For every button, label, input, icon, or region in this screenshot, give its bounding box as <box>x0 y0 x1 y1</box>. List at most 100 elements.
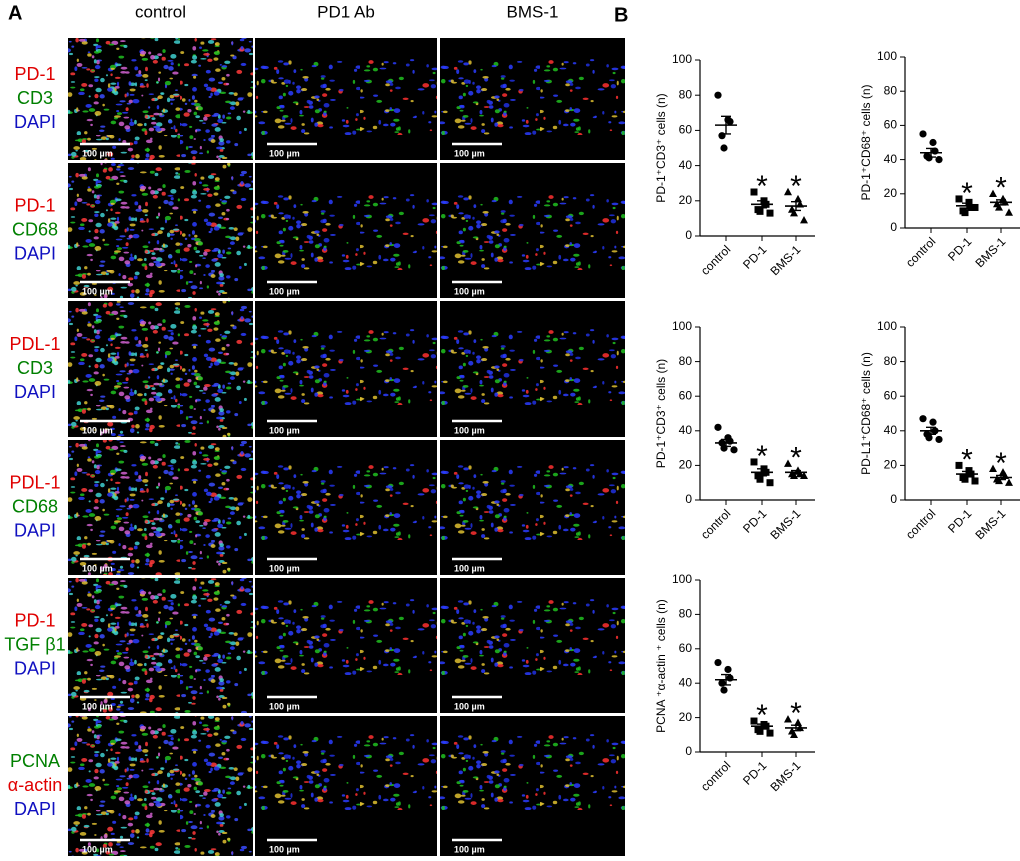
y-tick-label: 0 <box>890 492 897 506</box>
y-axis-label: PD-1⁺CD68⁺ cells (n) <box>859 84 873 200</box>
micrograph <box>255 163 437 298</box>
data-point <box>750 717 758 725</box>
y-tick-label: 100 <box>877 49 897 63</box>
error-bar <box>926 147 936 158</box>
data-point <box>756 475 764 483</box>
data-point <box>790 730 798 738</box>
y-tick-label: 20 <box>679 710 693 724</box>
stain-label: TGF β1 <box>4 634 65 654</box>
x-tick-label: control <box>698 242 733 277</box>
micrograph <box>255 716 437 856</box>
scale-bar-label: 100 µm <box>82 425 113 435</box>
scale-bar-label: 100 µm <box>454 844 485 854</box>
scale-bar-label: 100 µm <box>269 563 300 573</box>
x-tick-label: BMS-1 <box>768 242 804 278</box>
y-tick-label: 40 <box>884 152 898 166</box>
y-axis-label: PD-1⁺CD3⁺ cells (n) <box>654 93 668 202</box>
y-tick-label: 60 <box>884 118 898 132</box>
data-point <box>925 434 933 442</box>
y-tick-label: 80 <box>679 607 693 621</box>
stain-label: DAPI <box>14 112 56 132</box>
micrograph <box>68 716 253 856</box>
data-point <box>919 130 927 138</box>
micrograph <box>255 38 437 160</box>
y-tick-label: 100 <box>672 319 692 333</box>
y-tick-label: 80 <box>679 354 693 368</box>
data-point <box>989 189 997 197</box>
data-point <box>766 729 774 737</box>
micrograph <box>440 578 625 713</box>
y-tick-label: 80 <box>884 83 898 97</box>
data-point <box>784 715 792 723</box>
data-point <box>965 198 973 206</box>
scale-bar-label: 100 µm <box>454 148 485 158</box>
y-tick-label: 100 <box>877 319 897 333</box>
stain-label: DAPI <box>14 799 56 819</box>
stain-label: CD68 <box>12 496 58 516</box>
y-axis-label: PD-1⁺CD3⁺ cells (n) <box>654 359 668 468</box>
scale-bar-label: 100 µm <box>82 148 113 158</box>
y-tick-label: 20 <box>884 186 898 200</box>
y-tick-label: 60 <box>679 641 693 655</box>
x-tick-label: control <box>903 506 938 541</box>
significance: * <box>961 443 973 476</box>
x-tick-label: PD-1 <box>945 506 974 535</box>
micrograph <box>255 578 437 713</box>
micrograph <box>68 38 253 160</box>
significance: * <box>995 447 1007 480</box>
data-point <box>718 679 726 687</box>
scale-bar-label: 100 µm <box>454 563 485 573</box>
stain-label: PCNA <box>10 751 60 771</box>
stain-label: CD68 <box>12 219 58 239</box>
x-tick-label: BMS-1 <box>768 506 804 542</box>
data-point <box>989 464 997 473</box>
scale-bar-label: 100 µm <box>454 701 485 711</box>
column-header: PD1 Ab <box>317 2 375 21</box>
scale-bar-label: 100 µm <box>269 286 300 296</box>
data-point <box>750 188 758 196</box>
data-point <box>955 461 963 469</box>
significance: * <box>790 170 802 203</box>
panel-label: B <box>614 4 628 26</box>
y-tick-label: 40 <box>679 158 693 172</box>
stain-label: DAPI <box>14 520 56 540</box>
stain-label: DAPI <box>14 382 56 402</box>
data-point <box>995 476 1003 485</box>
y-tick-label: 20 <box>679 193 693 207</box>
data-point <box>714 91 722 99</box>
data-point <box>714 423 722 431</box>
data-point <box>718 132 726 140</box>
data-point <box>961 475 969 483</box>
y-tick-label: 100 <box>672 572 692 586</box>
error-bar <box>996 474 1006 481</box>
stain-label: PD-1 <box>14 64 55 84</box>
micrograph <box>440 163 625 298</box>
x-tick-label: PD-1 <box>740 242 769 271</box>
x-tick-label: control <box>698 506 733 541</box>
error-bar <box>962 202 972 210</box>
y-tick-label: 100 <box>672 52 692 66</box>
data-point <box>724 665 732 674</box>
error-bar <box>791 724 801 732</box>
error-bar <box>757 723 767 729</box>
y-tick-label: 0 <box>685 492 692 506</box>
data-point <box>800 471 808 479</box>
scale-bar-label: 100 µm <box>82 286 113 296</box>
y-tick-label: 20 <box>679 458 693 472</box>
error-bar <box>757 468 767 477</box>
data-point <box>720 686 728 694</box>
data-point <box>784 459 792 467</box>
scale-bar-label: 100 µm <box>82 701 113 711</box>
error-bar <box>757 200 767 209</box>
y-tick-label: 20 <box>884 458 898 472</box>
stain-label: CD3 <box>17 88 53 108</box>
significance: * <box>995 172 1007 205</box>
scale-bar-label: 100 µm <box>269 844 300 854</box>
significance: * <box>790 697 802 730</box>
micrograph <box>440 301 625 437</box>
data-point <box>790 208 798 217</box>
data-point <box>955 195 963 203</box>
y-axis-label: PD-L1⁺CD68⁺ cells (n) <box>859 352 873 475</box>
stain-label: PDL-1 <box>9 334 60 354</box>
x-tick-label: PD-1 <box>945 234 974 263</box>
